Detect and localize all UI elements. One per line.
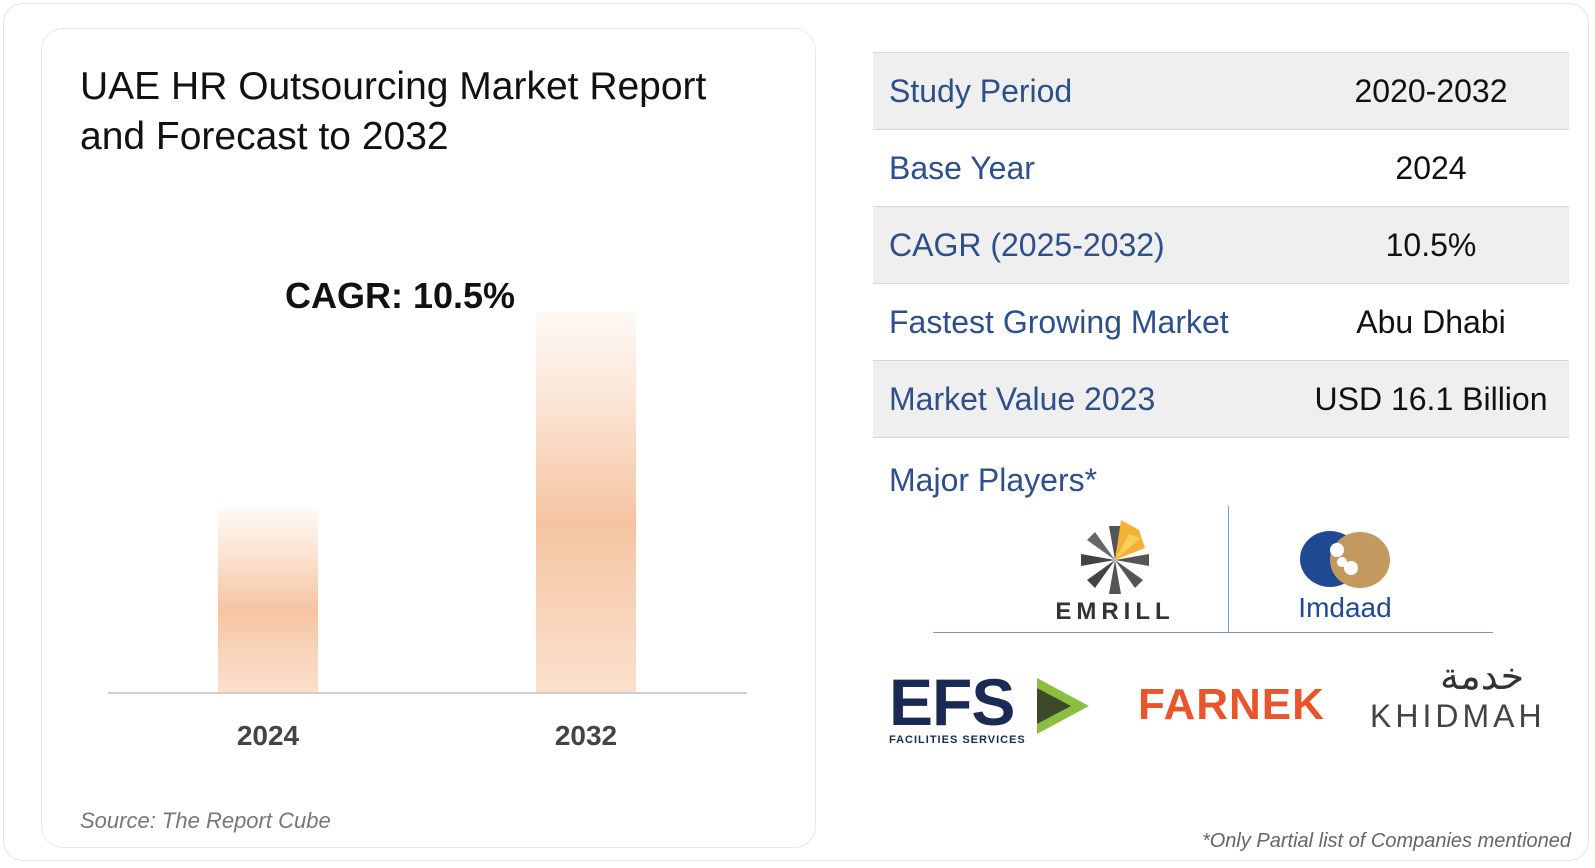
emrill-star-icon	[1081, 520, 1149, 594]
x-tick-label: 2024	[237, 720, 300, 751]
emrill-logo: EMRILL	[1050, 518, 1180, 628]
logo-divider	[1228, 506, 1229, 633]
table-row: CAGR (2025-2032) 10.5%	[873, 206, 1569, 284]
summary-table: Study Period 2020-2032 Base Year 2024 CA…	[873, 52, 1569, 438]
efs-logo-subtext: FACILITIES SERVICES	[889, 734, 1026, 746]
row-value: 2020-2032	[1293, 52, 1569, 130]
imdaad-emblem-icon	[1300, 531, 1390, 588]
outer-frame	[3, 3, 1589, 861]
imdaad-logo-text: Imdaad	[1298, 592, 1392, 623]
table-row: Fastest Growing Market Abu Dhabi	[873, 283, 1569, 361]
row-label: Fastest Growing Market	[873, 283, 1293, 361]
table-row: Market Value 2023 USD 16.1 Billion	[873, 360, 1569, 438]
khidmah-logo: خدمة KHIDMAH	[1370, 656, 1550, 740]
khidmah-arabic-text: خدمة	[1440, 656, 1525, 698]
efs-logo-text: EFS	[889, 665, 1015, 739]
bar-chart: 2024 2032	[108, 312, 747, 751]
logo-divider	[933, 632, 1493, 633]
farnek-logo-text: FARNEK	[1138, 680, 1325, 729]
footnote: *Only Partial list of Companies mentione…	[1201, 830, 1571, 852]
row-label: Base Year	[873, 129, 1293, 207]
x-tick-label: 2032	[555, 720, 617, 751]
row-label: Market Value 2023	[873, 360, 1293, 438]
row-value: 2024	[1293, 129, 1569, 207]
table-row: Base Year 2024	[873, 129, 1569, 207]
khidmah-logo-text: KHIDMAH	[1370, 698, 1546, 734]
major-players-heading: Major Players*	[889, 462, 1098, 498]
emrill-logo-text: EMRILL	[1055, 598, 1175, 625]
efs-arrow-icon	[1037, 678, 1089, 734]
row-value: 10.5%	[1293, 206, 1569, 284]
row-label: CAGR (2025-2032)	[873, 206, 1293, 284]
table-row: Study Period 2020-2032	[873, 52, 1569, 130]
row-value: Abu Dhabi	[1293, 283, 1569, 361]
bar-2024	[218, 508, 318, 693]
farnek-logo: FARNEK	[1138, 680, 1328, 730]
efs-logo: EFS FACILITIES SERVICES	[889, 665, 1089, 746]
imdaad-logo: Imdaad	[1290, 526, 1400, 626]
row-label: Study Period	[873, 52, 1293, 130]
page-title: UAE HR Outsourcing Market Report and For…	[80, 65, 707, 158]
chart-card	[41, 28, 816, 848]
row-value: USD 16.1 Billion	[1293, 360, 1569, 438]
source-note: Source: The Report Cube	[80, 808, 331, 833]
bar-2032	[536, 312, 636, 693]
cagr-label: CAGR: 10.5%	[284, 275, 516, 316]
